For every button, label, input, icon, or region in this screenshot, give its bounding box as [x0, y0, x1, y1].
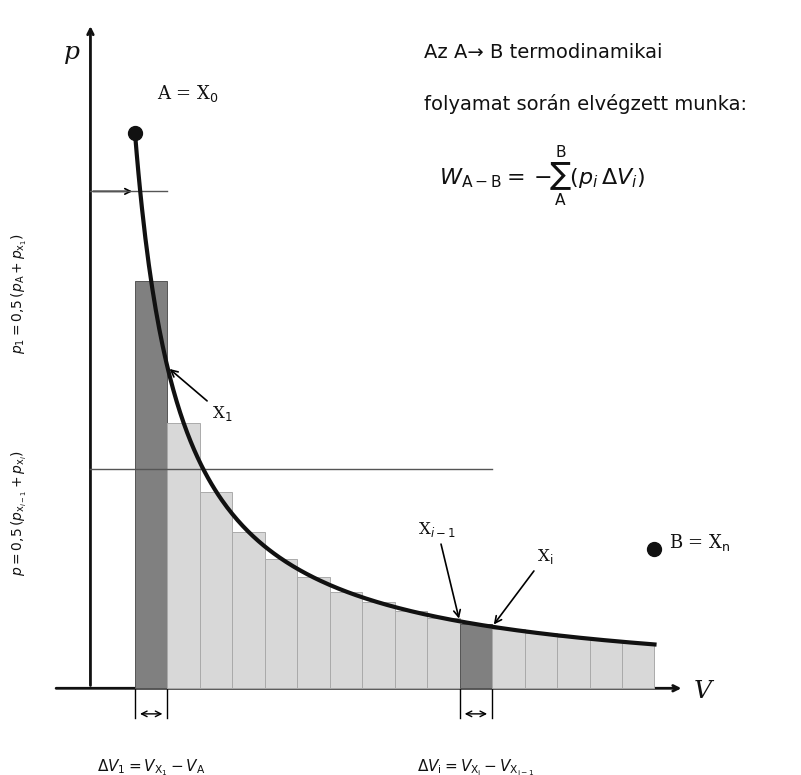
Text: $\Delta V_\mathrm{i} = V_{\mathrm{X}_\mathrm{i}} - V_{\mathrm{X}_{\mathrm{i}-1}}: $\Delta V_\mathrm{i} = V_{\mathrm{X}_\ma…: [417, 758, 535, 775]
Text: X$_{i-1}$: X$_{i-1}$: [418, 519, 461, 617]
Bar: [362, 602, 395, 688]
Bar: [427, 618, 460, 688]
Bar: [265, 559, 297, 688]
Text: $W_\mathrm{A-B} = -\!\!\sum_\mathrm{A}^{\,\mathrm{B}}(p_i\,\Delta V_i)$: $W_\mathrm{A-B} = -\!\!\sum_\mathrm{A}^{…: [439, 145, 646, 209]
Bar: [622, 643, 654, 688]
Text: $p = 0{,}5\,(p_{\mathrm{x}_{i-1}} + p_{\mathrm{x}_i})$: $p = 0{,}5\,(p_{\mathrm{x}_{i-1}} + p_{\…: [10, 450, 30, 576]
Text: X$_\mathrm{i}$: X$_\mathrm{i}$: [495, 547, 553, 623]
Bar: [297, 577, 330, 688]
Text: $p_1 = 0{,}5\,(p_\mathrm{A} + p_{\mathrm{x}_1})$: $p_1 = 0{,}5\,(p_\mathrm{A} + p_{\mathrm…: [10, 233, 30, 354]
Text: folyamat során elvégzett munka:: folyamat során elvégzett munka:: [425, 94, 747, 114]
Text: B = X$_\mathrm{n}$: B = X$_\mathrm{n}$: [670, 532, 731, 553]
Bar: [200, 491, 232, 688]
Bar: [460, 624, 492, 688]
Bar: [135, 281, 167, 688]
Bar: [232, 532, 265, 688]
Text: $\Delta V_1 = V_{\mathrm{X}_1} - V_\mathrm{A}$: $\Delta V_1 = V_{\mathrm{X}_1} - V_\math…: [97, 758, 206, 775]
Bar: [395, 611, 427, 688]
Bar: [492, 629, 525, 688]
Text: p: p: [64, 41, 80, 64]
Bar: [330, 591, 362, 688]
Text: Az A→ B termodinamikai: Az A→ B termodinamikai: [425, 43, 663, 62]
Bar: [525, 633, 557, 688]
Bar: [590, 640, 622, 688]
Bar: [167, 423, 200, 688]
Text: X$_1$: X$_1$: [171, 370, 232, 423]
Text: A = X$_0$: A = X$_0$: [157, 83, 219, 104]
Bar: [557, 637, 590, 688]
Text: V: V: [694, 680, 712, 704]
